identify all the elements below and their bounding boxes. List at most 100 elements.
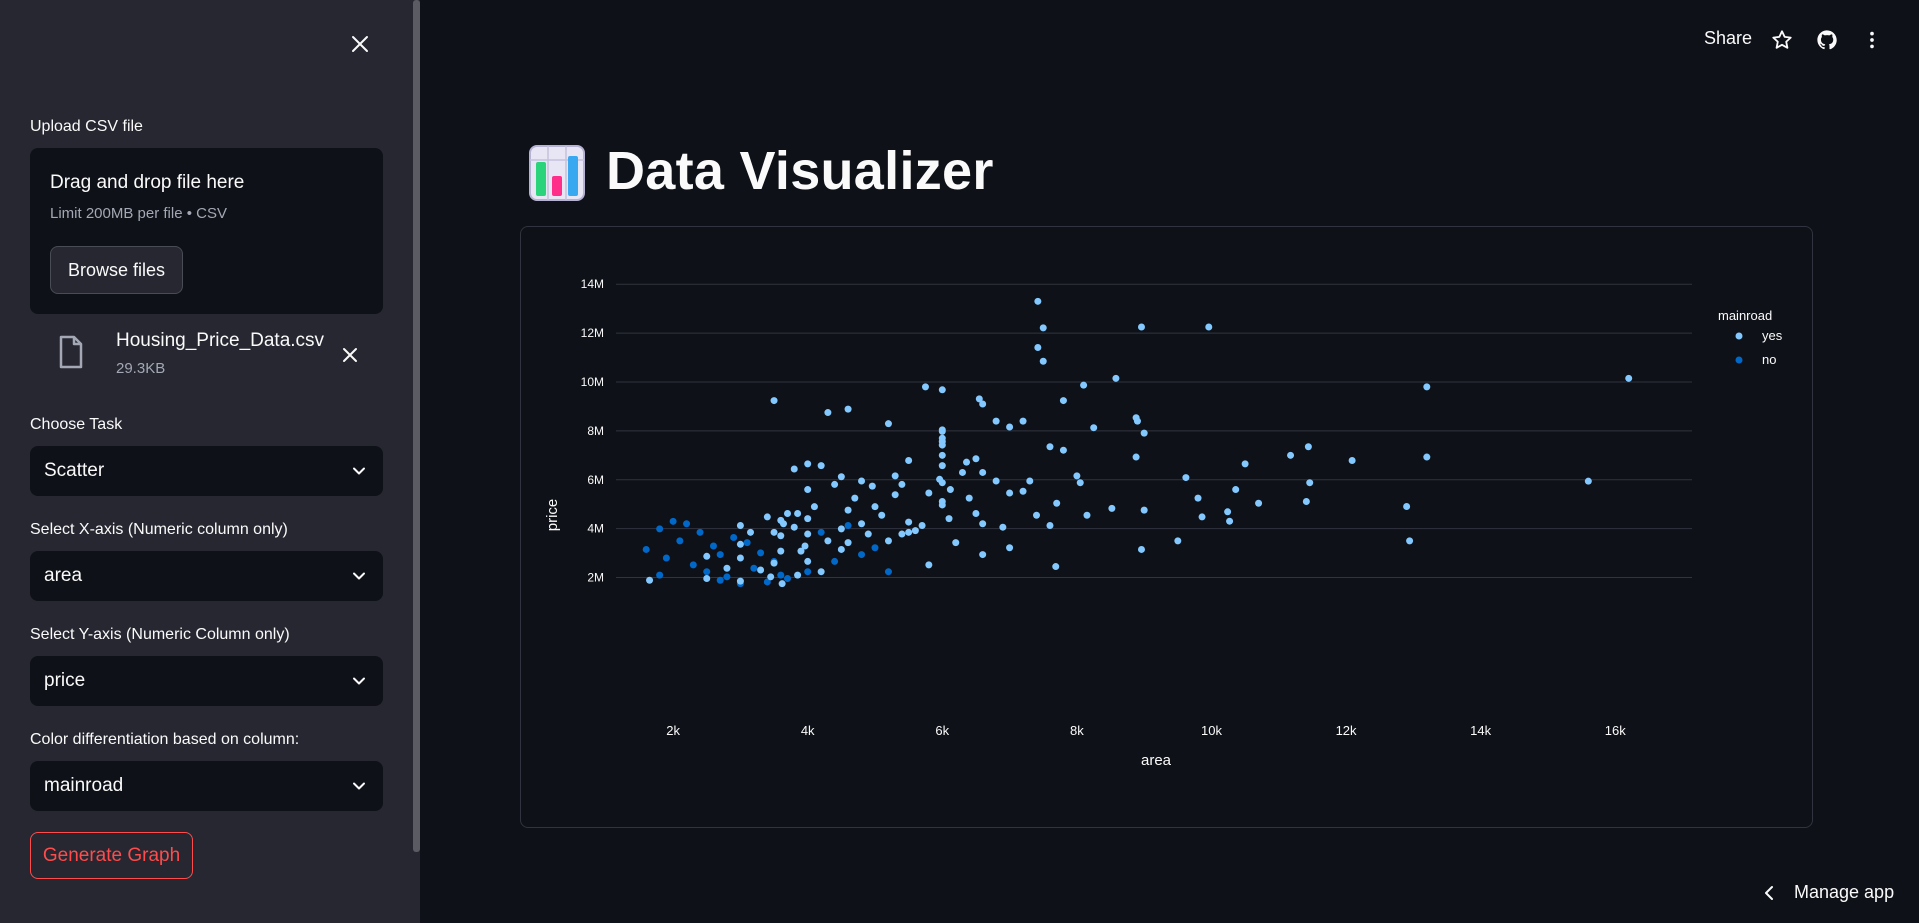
scatter-point-yes[interactable]: [804, 530, 812, 538]
scatter-point-yes[interactable]: [777, 532, 785, 540]
scatter-point-yes[interactable]: [1090, 424, 1098, 432]
scatter-point-no[interactable]: [743, 539, 751, 547]
scatter-point-yes[interactable]: [938, 479, 946, 487]
scatter-point-yes[interactable]: [844, 405, 852, 413]
color-column-select[interactable]: mainroad: [30, 761, 383, 811]
scatter-point-yes[interactable]: [851, 494, 859, 502]
scatter-point-yes[interactable]: [1406, 537, 1414, 545]
scatter-point-yes[interactable]: [979, 400, 987, 408]
scatter-point-no[interactable]: [723, 573, 731, 581]
scatter-point-yes[interactable]: [1083, 511, 1091, 519]
scatter-point-yes[interactable]: [1033, 511, 1041, 519]
scatter-point-yes[interactable]: [1053, 499, 1061, 507]
scatter-point-yes[interactable]: [938, 386, 946, 394]
scatter-point-yes[interactable]: [844, 506, 852, 514]
scatter-point-yes[interactable]: [804, 557, 812, 565]
legend-marker-no[interactable]: [1735, 356, 1743, 364]
scatter-point-yes[interactable]: [844, 539, 852, 547]
scatter-point-yes[interactable]: [884, 420, 892, 428]
scatter-point-yes[interactable]: [797, 547, 805, 555]
manage-app-button[interactable]: Manage app: [1762, 882, 1894, 903]
scatter-point-yes[interactable]: [979, 520, 987, 528]
scatter-point-yes[interactable]: [767, 573, 775, 581]
scatter-point-yes[interactable]: [1255, 499, 1263, 507]
scatter-point-yes[interactable]: [810, 503, 818, 511]
scatter-point-no[interactable]: [858, 551, 866, 559]
scatter-point-yes[interactable]: [817, 568, 825, 576]
scatter-point-no[interactable]: [817, 528, 825, 536]
scatter-point-yes[interactable]: [965, 494, 973, 502]
scatter-point-yes[interactable]: [1287, 451, 1295, 459]
scatter-point-yes[interactable]: [1133, 417, 1141, 425]
scatter-point-yes[interactable]: [868, 482, 876, 490]
scatter-point-yes[interactable]: [1034, 297, 1042, 305]
scatter-point-yes[interactable]: [1019, 417, 1027, 425]
scatter-point-yes[interactable]: [1076, 479, 1084, 487]
scatter-point-yes[interactable]: [1182, 474, 1190, 482]
scatter-point-no[interactable]: [804, 568, 812, 576]
scatter-point-yes[interactable]: [972, 510, 980, 518]
main-menu-button[interactable]: [1860, 28, 1884, 52]
scatter-point-no[interactable]: [884, 568, 892, 576]
generate-graph-button[interactable]: Generate Graph: [30, 832, 193, 879]
scatter-point-yes[interactable]: [736, 554, 744, 562]
scatter-point-yes[interactable]: [858, 477, 866, 485]
scatter-point-yes[interactable]: [905, 528, 913, 536]
scatter-point-yes[interactable]: [770, 559, 778, 567]
scatter-point-yes[interactable]: [958, 468, 966, 476]
scatter-point-no[interactable]: [784, 575, 792, 583]
scatter-point-yes[interactable]: [1140, 429, 1148, 437]
scatter-point-yes[interactable]: [778, 580, 786, 588]
scatter-point-yes[interactable]: [1137, 323, 1145, 331]
scatter-point-yes[interactable]: [963, 458, 971, 466]
scatter-point-yes[interactable]: [905, 518, 913, 526]
scatter-point-yes[interactable]: [938, 498, 946, 506]
scatter-point-yes[interactable]: [999, 523, 1007, 531]
scatter-point-yes[interactable]: [979, 468, 987, 476]
scatter-point-yes[interactable]: [864, 530, 872, 538]
scatter-point-yes[interactable]: [1039, 357, 1047, 365]
scatter-point-yes[interactable]: [1059, 446, 1067, 454]
scatter-point-yes[interactable]: [1132, 453, 1140, 461]
scatter-point-no[interactable]: [750, 564, 758, 572]
scatter-point-no[interactable]: [709, 542, 717, 550]
scatter-point-yes[interactable]: [703, 575, 711, 583]
scatter-point-yes[interactable]: [898, 480, 906, 488]
scatter-point-no[interactable]: [716, 576, 724, 584]
scatter-point-yes[interactable]: [911, 527, 919, 535]
scatter-point-yes[interactable]: [1140, 506, 1148, 514]
scatter-point-yes[interactable]: [878, 511, 886, 519]
scatter-point-yes[interactable]: [817, 462, 825, 470]
scatter-point-no[interactable]: [669, 517, 677, 525]
scatter-point-yes[interactable]: [804, 460, 812, 468]
scatter-point-yes[interactable]: [1232, 486, 1240, 494]
remove-file-button[interactable]: [336, 341, 364, 369]
browse-files-button[interactable]: Browse files: [50, 246, 183, 294]
scatter-point-yes[interactable]: [770, 528, 778, 536]
scatter-point-yes[interactable]: [790, 523, 798, 531]
scatter-point-yes[interactable]: [891, 491, 899, 499]
scatter-point-yes[interactable]: [824, 537, 832, 545]
scatter-point-yes[interactable]: [831, 480, 839, 488]
star-button[interactable]: [1770, 28, 1794, 52]
scatter-point-yes[interactable]: [1046, 521, 1054, 529]
scatter-point-no[interactable]: [716, 551, 724, 559]
scatter-point-yes[interactable]: [790, 465, 798, 473]
scatter-point-yes[interactable]: [938, 441, 946, 449]
scatter-point-no[interactable]: [696, 528, 704, 536]
scatter-point-yes[interactable]: [1198, 513, 1206, 521]
scatter-point-yes[interactable]: [1073, 472, 1081, 480]
scatter-point-yes[interactable]: [1059, 397, 1067, 405]
legend-item-yes[interactable]: yes: [1762, 328, 1783, 343]
scatter-point-no[interactable]: [662, 554, 670, 562]
scatter-point-yes[interactable]: [1224, 508, 1232, 516]
scatter-point-yes[interactable]: [1137, 545, 1145, 553]
scatter-point-no[interactable]: [763, 578, 771, 586]
scatter-point-yes[interactable]: [1241, 460, 1249, 468]
scatter-point-yes[interactable]: [1423, 383, 1431, 391]
legend-item-no[interactable]: no: [1762, 352, 1776, 367]
scatter-point-yes[interactable]: [794, 510, 802, 518]
scatter-point-yes[interactable]: [921, 383, 929, 391]
scatter-point-yes[interactable]: [1006, 423, 1014, 431]
scatter-point-yes[interactable]: [784, 510, 792, 518]
